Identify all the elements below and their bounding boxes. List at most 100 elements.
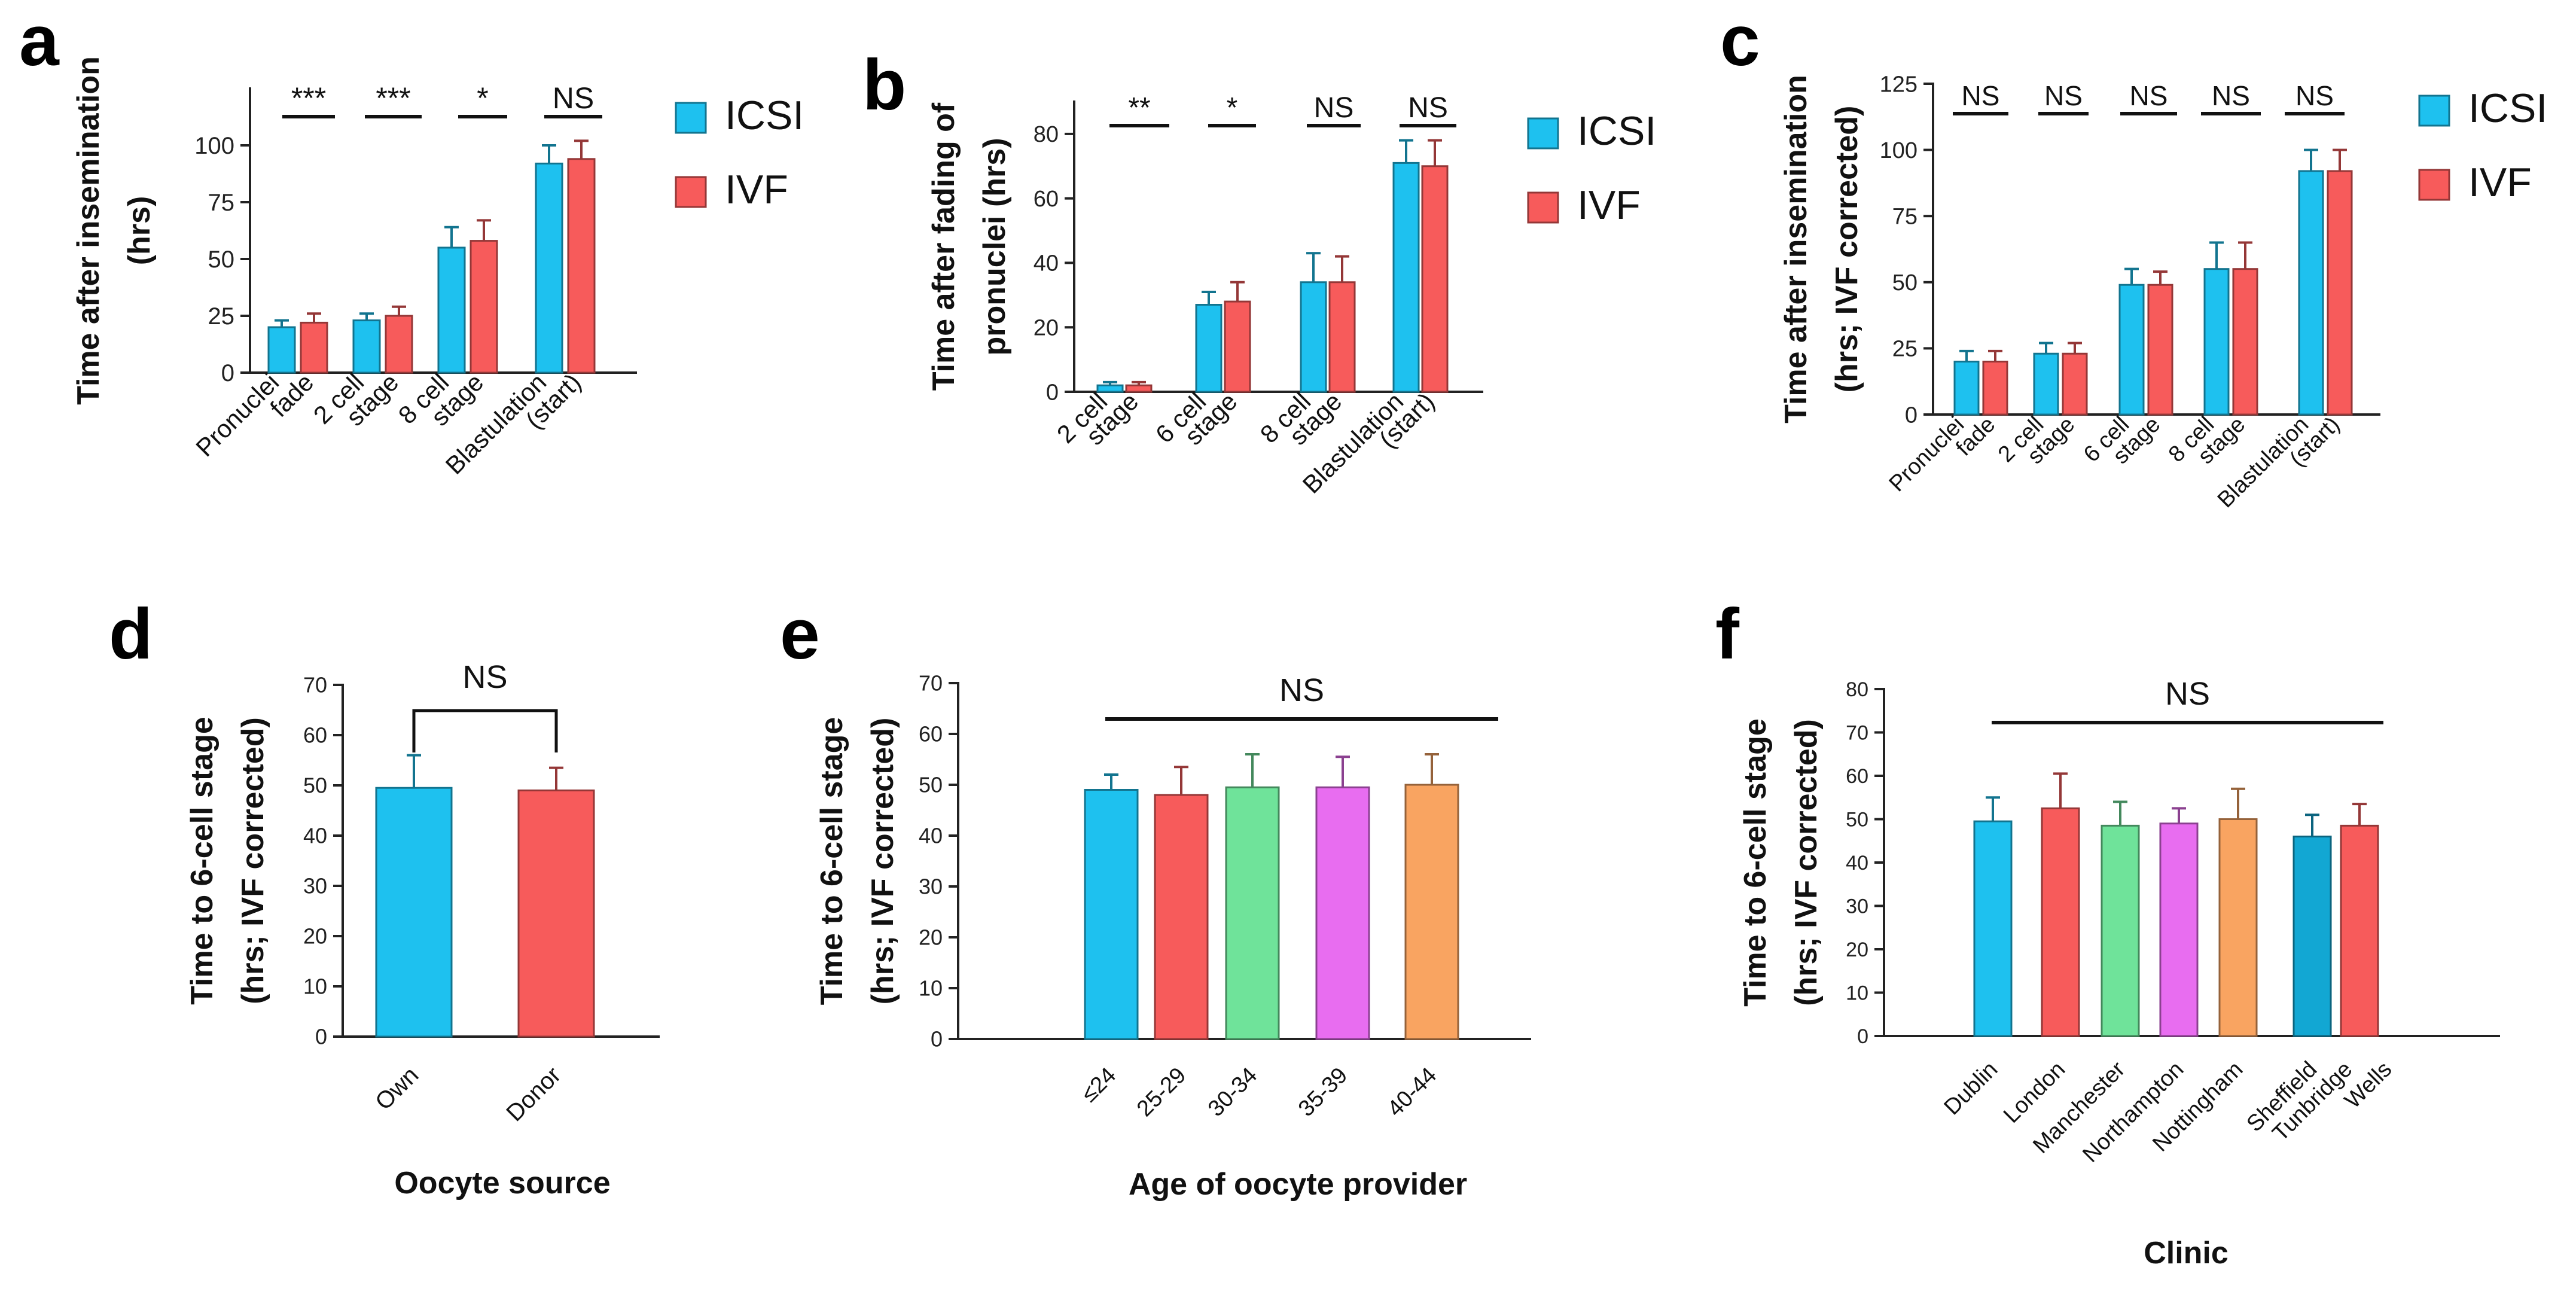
significance-label-c: NS	[2044, 80, 2083, 111]
bar-b-icsi	[1096, 384, 1124, 393]
x-tick-label-e: 30-34	[1203, 1063, 1262, 1122]
y-tick-label-f: 40	[1846, 852, 1868, 874]
bar-d	[375, 787, 453, 1038]
y-tick-label-e: 10	[919, 976, 943, 1001]
y-tick-label-d: 70	[303, 673, 327, 697]
legend-label-b: IVF	[1577, 182, 1641, 228]
legend-swatch-a	[675, 102, 707, 134]
x-tick-label-f: Wells	[2340, 1057, 2397, 1114]
y-tick-label-b: 20	[1034, 316, 1059, 341]
y-tick-label-d: 0	[315, 1025, 327, 1049]
y-tick-label-f: 60	[1846, 765, 1868, 788]
x-tick-label-d: Own	[370, 1062, 423, 1115]
y-axis-label-d: (hrs; IVF corrected)	[236, 717, 270, 1004]
bar-a-ivf	[470, 240, 498, 374]
bar-b-ivf	[1328, 281, 1356, 393]
bar-a-icsi	[352, 319, 381, 374]
panel-label-a: a	[19, 1, 59, 81]
legend-swatch-a	[675, 176, 707, 208]
significance-label-b: NS	[1314, 92, 1354, 124]
bar-f	[2293, 836, 2332, 1037]
y-tick-label-f: 0	[1857, 1025, 1868, 1048]
y-tick-label-e: 70	[919, 671, 943, 696]
bar-e	[1225, 786, 1280, 1040]
significance-label-d: NS	[462, 659, 507, 695]
y-tick-label-b: 40	[1034, 251, 1059, 276]
y-tick-label-c: 25	[1892, 337, 1917, 362]
y-tick-label-f: 10	[1846, 982, 1868, 1004]
y-tick-label-a: 0	[221, 360, 234, 386]
x-tick-label-e: ≤24	[1077, 1063, 1121, 1107]
significance-label-a: ***	[376, 81, 410, 115]
bar-c-ivf	[2147, 284, 2173, 416]
bar-a-ivf	[567, 158, 596, 374]
y-tick-label-f: 70	[1846, 721, 1868, 744]
significance-label-a: ***	[291, 81, 326, 115]
significance-label-c: NS	[1962, 80, 2000, 111]
significance-bracket-d	[412, 709, 558, 752]
significance-label-b: NS	[1408, 92, 1448, 124]
significance-label-b: *	[1227, 92, 1238, 124]
y-tick-label-e: 60	[919, 722, 943, 746]
y-axis-label-b: pronuclei (hrs)	[977, 138, 1012, 355]
x-axis-label-f: Clinic	[2144, 1236, 2229, 1270]
bar-e	[1404, 784, 1459, 1040]
y-axis-label-e: Time to 6-cell stage	[815, 717, 849, 1005]
significance-label-b: **	[1128, 92, 1150, 124]
x-tick-label-d: Donor	[501, 1062, 566, 1126]
x-tick-label-e: 40-44	[1383, 1063, 1441, 1122]
x-tick-label-a: fade	[264, 368, 319, 422]
bar-c-icsi	[2033, 352, 2059, 416]
y-tick-label-f: 20	[1846, 939, 1868, 961]
y-tick-label-c: 100	[1880, 138, 1917, 163]
y-tick-label-d: 30	[303, 874, 327, 898]
bar-a-ivf	[300, 321, 328, 374]
bar-a-ivf	[385, 315, 413, 374]
legend-label-a: IVF	[725, 167, 788, 212]
significance-label-a: NS	[553, 81, 594, 115]
bar-a-icsi	[267, 326, 296, 374]
y-tick-label-a: 75	[208, 190, 235, 216]
bar-c-icsi	[2203, 268, 2230, 416]
significance-label-f: NS	[2165, 676, 2210, 712]
y-tick-label-f: 50	[1846, 808, 1868, 831]
bar-c-ivf	[1982, 361, 2008, 416]
bar-b-ivf	[1421, 165, 1449, 393]
bar-f	[2101, 824, 2140, 1037]
x-tick-label-e: 35-39	[1294, 1063, 1352, 1122]
panel-label-e: e	[780, 594, 820, 674]
legend-label-c: IVF	[2468, 160, 2532, 205]
y-tick-label-a: 25	[208, 303, 235, 330]
x-tick-label-c: Pronuclei	[1885, 412, 1970, 497]
significance-label-c: NS	[2295, 80, 2334, 111]
significance-label-e: NS	[1279, 672, 1324, 708]
bar-b-icsi	[1195, 304, 1223, 393]
bar-f	[2041, 807, 2080, 1037]
bar-c-ivf	[2327, 170, 2353, 416]
x-axis-label-d: Oocyte source	[394, 1166, 610, 1200]
y-tick-label-b: 60	[1034, 187, 1059, 212]
legend-swatch-c	[2418, 95, 2450, 127]
x-axis-label-e: Age of oocyte provider	[1129, 1167, 1467, 1202]
legend-swatch-b	[1527, 117, 1559, 150]
y-axis-label-f: Time to 6-cell stage	[1738, 718, 1773, 1007]
bar-c-icsi	[1953, 361, 1980, 416]
legend-label-b: ICSI	[1577, 108, 1656, 154]
x-tick-label-a: Pronuclei	[190, 368, 284, 462]
panel-label-c: c	[1720, 1, 1760, 81]
legend-swatch-b	[1527, 191, 1559, 224]
y-tick-label-f: 80	[1846, 678, 1868, 701]
y-tick-label-e: 40	[919, 824, 943, 848]
significance-label-c: NS	[2130, 80, 2168, 111]
y-axis-label-d: Time to 6-cell stage	[185, 717, 220, 1005]
bar-f	[2159, 822, 2199, 1037]
bar-b-icsi	[1392, 162, 1420, 393]
bar-e	[1315, 786, 1370, 1040]
y-tick-label-e: 30	[919, 874, 943, 899]
bar-f	[1973, 820, 2013, 1037]
y-tick-label-a: 100	[194, 133, 234, 159]
y-tick-label-c: 0	[1905, 403, 1917, 428]
y-tick-label-f: 30	[1846, 895, 1868, 918]
y-tick-label-d: 20	[303, 924, 327, 949]
bar-a-icsi	[535, 162, 563, 374]
